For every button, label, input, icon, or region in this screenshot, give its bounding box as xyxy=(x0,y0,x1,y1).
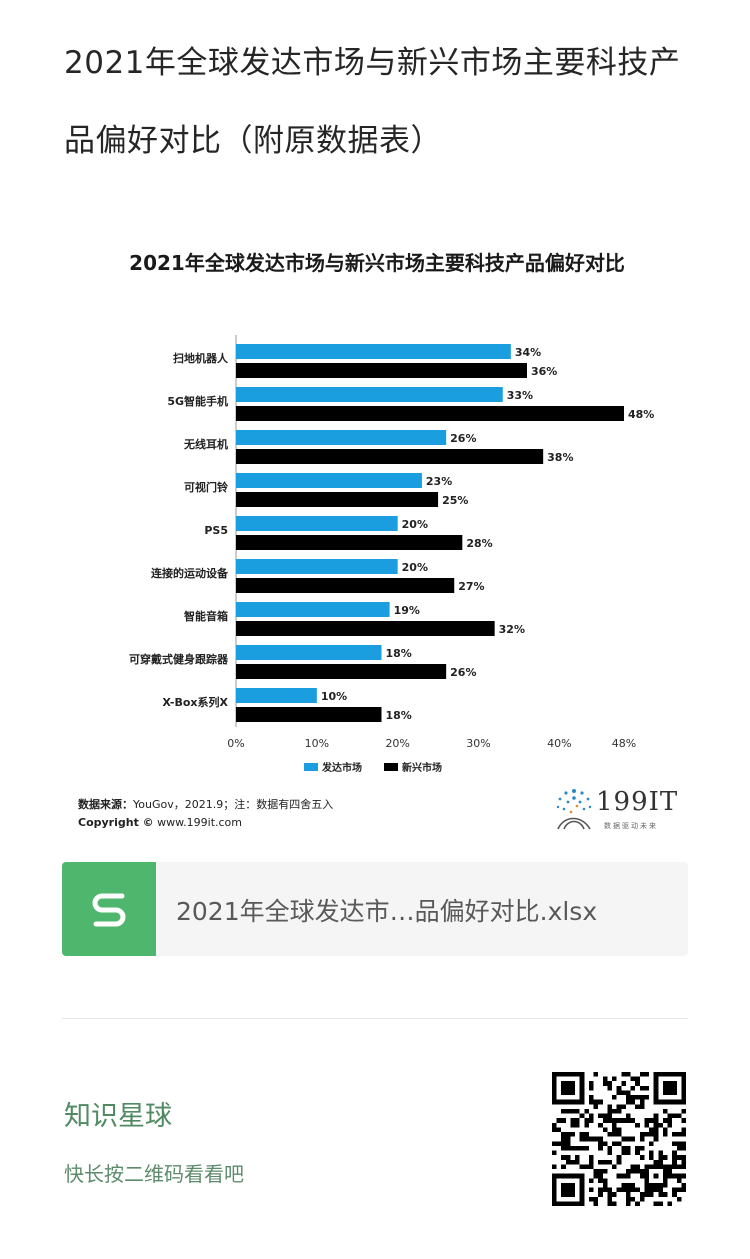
legend-swatch xyxy=(304,763,318,771)
category-label: 可视门铃 xyxy=(184,480,228,494)
x-tick-label: 10% xyxy=(305,737,329,750)
post-title: 2021年全球发达市场与新兴市场主要科技产品偏好对比（附原数据表） xyxy=(64,45,681,159)
bar-emerging xyxy=(236,707,382,722)
qr-code-icon[interactable] xyxy=(552,1072,686,1206)
data-label: 34% xyxy=(515,346,541,359)
bar-emerging xyxy=(236,492,439,507)
bar-emerging xyxy=(236,664,447,679)
category-label: X-Box系列X xyxy=(162,695,228,709)
category-label: 连接的运动设备 xyxy=(151,566,229,580)
data-label: 20% xyxy=(402,518,428,531)
x-tick-label: 40% xyxy=(547,737,571,750)
copyright-label: Copyright © xyxy=(78,816,154,829)
logo-text: 199IT xyxy=(596,787,679,817)
source-label: 数据来源： xyxy=(78,798,133,811)
data-label: 26% xyxy=(450,432,476,445)
bar-emerging xyxy=(236,363,527,378)
bar-developed xyxy=(236,473,422,488)
data-label: 18% xyxy=(386,647,412,660)
data-label: 33% xyxy=(507,389,533,402)
logo-subtext: 数据驱动未来 xyxy=(604,822,658,830)
bar-developed xyxy=(236,688,317,703)
bar-chart: 扫地机器人 34% 36% 5G智能手机 33% 48% 无线耳机 26% 38% 可视门铃 23%… xyxy=(129,335,654,774)
data-label: 20% xyxy=(402,561,428,574)
category-label: 智能音箱 xyxy=(184,609,228,623)
x-tick-label: 30% xyxy=(466,737,490,750)
bar-developed xyxy=(236,387,503,402)
data-label: 48% xyxy=(628,408,654,421)
data-label: 27% xyxy=(458,580,484,593)
bar-emerging xyxy=(236,578,455,593)
199it-logo: 199IT 数据驱动未来 xyxy=(552,785,692,835)
chart-image: 扫地机器人 34% 36% 5G智能手机 33% 48% 无线耳机 26% 38% 可视门铃 23%… xyxy=(62,225,692,845)
bar-emerging xyxy=(236,406,624,421)
data-label: 10% xyxy=(321,690,347,703)
copyright-line: Copyright © www.199it.com xyxy=(78,816,242,829)
category-label: PS5 xyxy=(204,524,228,537)
category-label: 无线耳机 xyxy=(183,437,228,451)
category-label: 扫地机器人 xyxy=(173,351,229,365)
bar-developed xyxy=(236,559,398,574)
category-label: 5G智能手机 xyxy=(167,394,228,408)
legend-label: 新兴市场 xyxy=(402,761,442,774)
planet-subtitle: 快长按二维码看看吧 xyxy=(64,1162,244,1186)
data-label: 38% xyxy=(547,451,573,464)
x-tick-label: 48% xyxy=(612,737,636,750)
bar-emerging xyxy=(236,449,544,464)
file-name: 2021年全球发达市…品偏好对比.xlsx xyxy=(176,897,598,926)
data-label: 23% xyxy=(426,475,452,488)
bar-developed xyxy=(236,344,511,359)
x-tick-label: 0% xyxy=(227,737,244,750)
logo-mark-icon xyxy=(556,789,592,830)
legend-swatch xyxy=(384,763,398,771)
category-label: 可穿戴式健身跟踪器 xyxy=(129,652,229,666)
data-label: 32% xyxy=(499,623,525,636)
source-text: YouGov，2021.9；注：数据有四舍五入 xyxy=(133,798,334,811)
bar-developed xyxy=(236,516,398,531)
data-label: 18% xyxy=(386,709,412,722)
copyright-url: www.199it.com xyxy=(157,816,243,829)
bar-emerging xyxy=(236,535,463,550)
chart-title: 2021年全球发达市场与新兴市场主要科技产品偏好对比 xyxy=(129,251,625,275)
spreadsheet-icon xyxy=(62,862,156,956)
file-attachment[interactable]: 2021年全球发达市…品偏好对比.xlsx xyxy=(62,862,688,956)
bar-developed xyxy=(236,430,447,445)
planet-title: 知识星球 xyxy=(64,1101,172,1132)
bar-emerging xyxy=(236,621,495,636)
data-label: 36% xyxy=(531,365,557,378)
legend-label: 发达市场 xyxy=(321,761,362,774)
data-label: 19% xyxy=(394,604,420,617)
data-label: 25% xyxy=(442,494,468,507)
bar-developed xyxy=(236,645,382,660)
divider xyxy=(62,1018,688,1019)
data-label: 26% xyxy=(450,666,476,679)
source-line: 数据来源：YouGov，2021.9；注：数据有四舍五入 xyxy=(78,796,333,812)
x-tick-label: 20% xyxy=(385,737,409,750)
bar-developed xyxy=(236,602,390,617)
data-label: 28% xyxy=(466,537,492,550)
